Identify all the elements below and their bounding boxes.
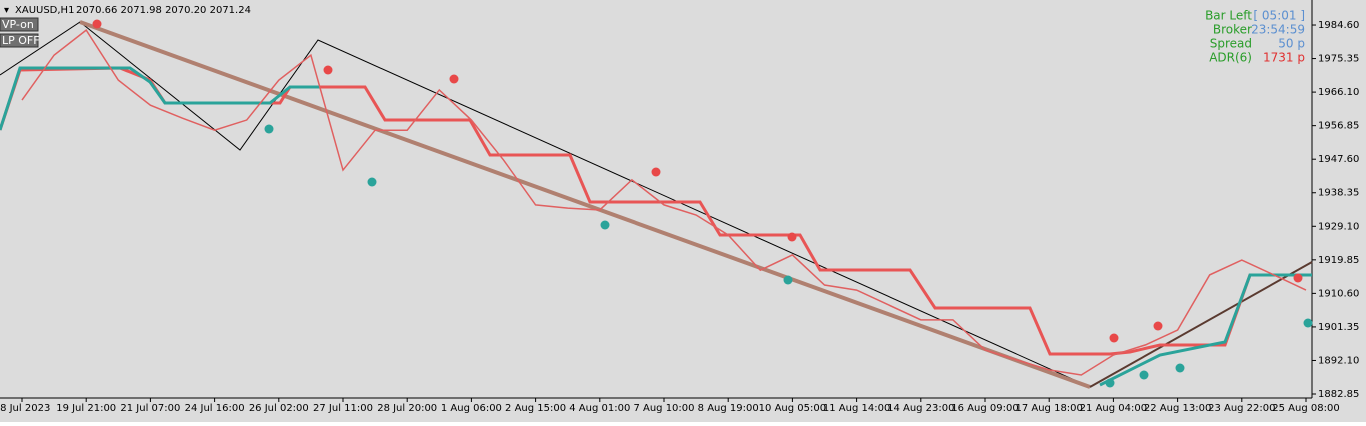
- trend-channel: [1089, 261, 1313, 388]
- y-tick-label: 1882.85: [1318, 389, 1359, 400]
- x-tick-label: 7 Aug 10:00: [633, 403, 694, 414]
- x-tick-label: 26 Jul 02:00: [249, 403, 309, 414]
- button-bg[interactable]: [0, 33, 39, 48]
- menu-arrow[interactable]: ▾: [4, 5, 9, 16]
- panel-value: [ 05:01 ]: [1253, 9, 1305, 23]
- chart-title: XAUUSD,H1: [15, 5, 74, 16]
- trend-channel: [79, 20, 1091, 389]
- chart-subtitle: 2070.66 2071.98 2070.20 2071.24: [76, 5, 251, 16]
- panel-label: Bar Left: [1205, 9, 1252, 23]
- x-tick-label: 17 Aug 18:00: [1015, 403, 1082, 414]
- panel-label: ADR(6): [1209, 51, 1252, 65]
- x-tick-label: 2 Aug 15:00: [505, 403, 566, 414]
- panel-value: 50 p: [1278, 37, 1305, 51]
- x-tick-label: 27 Jul 11:00: [313, 403, 373, 414]
- panel-label: Broker: [1213, 23, 1252, 37]
- x-tick-label: 28 Jul 20:00: [377, 403, 437, 414]
- teal-step-line: [1099, 273, 1312, 387]
- x-tick-label: 21 Aug 04:00: [1080, 403, 1147, 414]
- y-tick-label: 1938.35: [1318, 188, 1359, 199]
- y-tick-label: 1910.60: [1318, 288, 1359, 299]
- x-tick-label: 16 Aug 09:00: [951, 403, 1018, 414]
- y-tick-label: 1984.60: [1318, 20, 1359, 31]
- x-tick-label: 18 Jul 2023: [0, 403, 50, 414]
- y-tick-label: 1975.35: [1318, 54, 1359, 65]
- x-tick-label: 21 Jul 07:00: [120, 403, 180, 414]
- button[interactable]: VP-on: [2, 18, 34, 31]
- teal-step-line: [0, 66, 320, 131]
- x-tick-label: 10 Aug 05:00: [759, 403, 826, 414]
- signal-dots: [92, 19, 1313, 388]
- panel-value: 1731 p: [1263, 51, 1305, 65]
- y-tick-label: 1929.10: [1318, 221, 1359, 232]
- y-tick-label: 1947.60: [1318, 154, 1359, 165]
- x-tick-label: 22 Aug 13:00: [1144, 403, 1211, 414]
- y-tick-label: 1956.85: [1318, 121, 1359, 132]
- button-bg[interactable]: [0, 17, 39, 32]
- x-tick-label: 25 Aug 08:00: [1272, 403, 1339, 414]
- y-tick-label: 1919.85: [1318, 255, 1359, 266]
- y-tick-label: 1966.10: [1318, 87, 1359, 98]
- panel-label: Spread: [1210, 37, 1252, 51]
- y-tick-label: 1892.10: [1318, 355, 1359, 366]
- x-tick-label: 4 Aug 01:00: [569, 403, 630, 414]
- y-tick-label: 1901.35: [1318, 322, 1359, 333]
- button[interactable]: LP OFF: [2, 34, 40, 47]
- panel-value: 23:54:59: [1251, 23, 1305, 37]
- x-tick-label: 19 Jul 21:00: [56, 403, 116, 414]
- x-tick-label: 1 Aug 06:00: [441, 403, 502, 414]
- x-tick-label: 14 Aug 23:00: [887, 403, 954, 414]
- x-tick-label: 23 Aug 22:00: [1208, 403, 1275, 414]
- x-tick-label: 24 Jul 16:00: [185, 403, 245, 414]
- x-tick-label: 8 Aug 19:00: [698, 403, 759, 414]
- price-line: [21, 29, 1307, 376]
- x-tick-label: 11 Aug 14:00: [823, 403, 890, 414]
